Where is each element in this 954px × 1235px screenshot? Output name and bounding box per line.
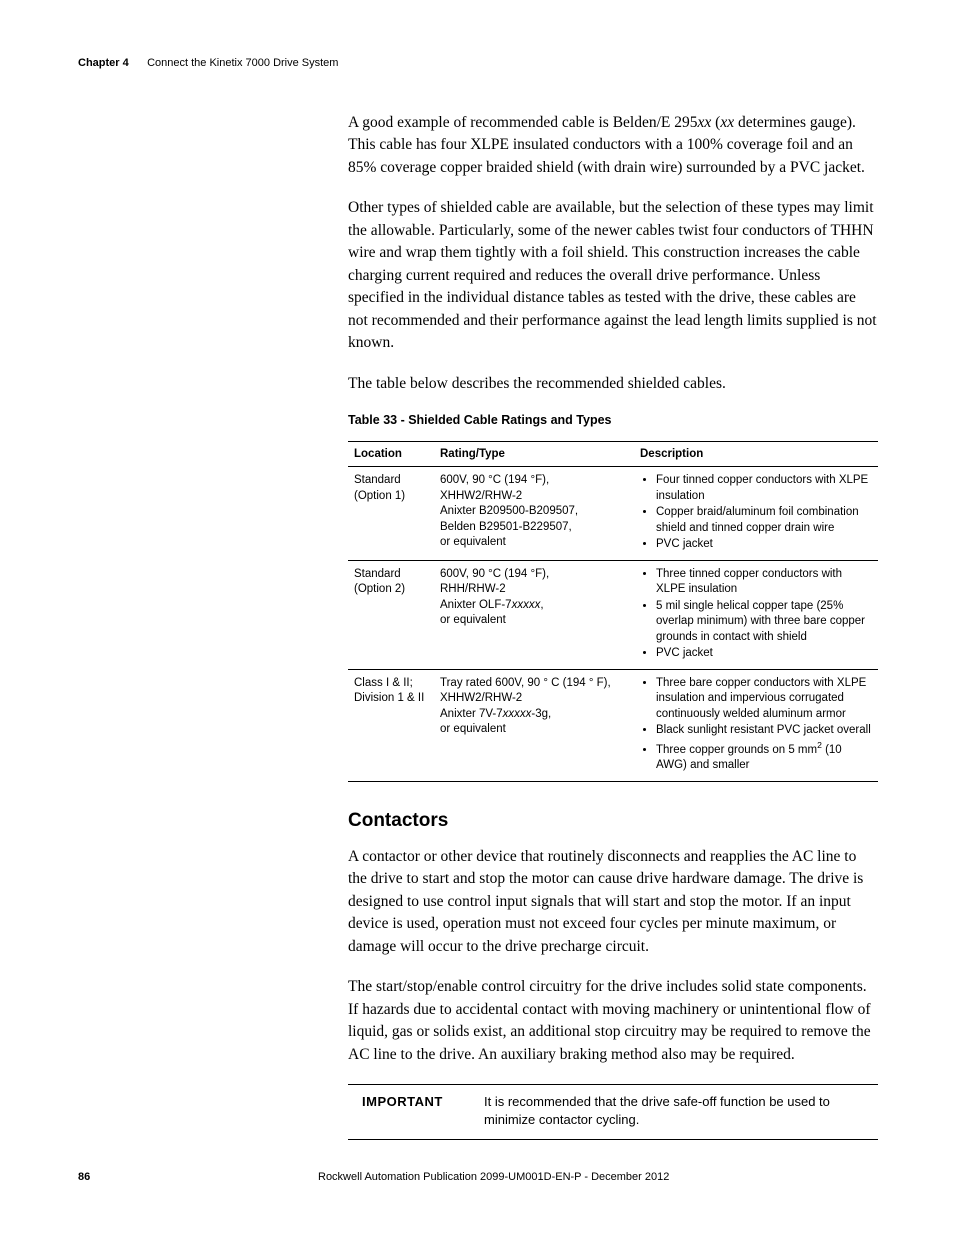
chapter-title: Connect the Kinetix 7000 Drive System bbox=[147, 57, 338, 69]
cable-table: Location Rating/Type Description Standar… bbox=[348, 441, 878, 782]
cell-description: Three tinned copper conductors with XLPE… bbox=[634, 560, 878, 669]
th-description: Description bbox=[634, 442, 878, 467]
cell-description: Four tinned copper conductors with XLPE … bbox=[634, 467, 878, 561]
table-row: Standard (Option 1) 600V, 90 °C (194 °F)… bbox=[348, 467, 878, 561]
table-header-row: Location Rating/Type Description bbox=[348, 442, 878, 467]
main-content: A good example of recommended cable is B… bbox=[348, 112, 878, 1140]
important-text: It is recommended that the drive safe-of… bbox=[478, 1084, 878, 1139]
table-row: Class I & II; Division 1 & II Tray rated… bbox=[348, 669, 878, 781]
table-caption: Table 33 - Shielded Cable Ratings and Ty… bbox=[348, 413, 878, 427]
chapter-label: Chapter 4 bbox=[78, 57, 129, 69]
cell-rating: 600V, 90 °C (194 °F), RHH/RHW-2 Anixter … bbox=[434, 560, 634, 669]
important-label: IMPORTANT bbox=[348, 1084, 478, 1139]
cell-location: Class I & II; Division 1 & II bbox=[348, 669, 434, 781]
page-footer: 86 Rockwell Automation Publication 2099-… bbox=[78, 1171, 878, 1183]
paragraph-2: Other types of shielded cable are availa… bbox=[348, 197, 878, 354]
cell-location: Standard (Option 1) bbox=[348, 467, 434, 561]
publication-info: Rockwell Automation Publication 2099-UM0… bbox=[318, 1171, 669, 1183]
important-callout: IMPORTANT It is recommended that the dri… bbox=[348, 1084, 878, 1140]
section-heading-contactors: Contactors bbox=[348, 810, 878, 832]
paragraph-5: The start/stop/enable control circuitry … bbox=[348, 976, 878, 1066]
page-number: 86 bbox=[78, 1171, 90, 1183]
th-rating: Rating/Type bbox=[434, 442, 634, 467]
cell-rating: 600V, 90 °C (194 °F), XHHW2/RHW-2 Anixte… bbox=[434, 467, 634, 561]
page-header: Chapter 4 Connect the Kinetix 7000 Drive… bbox=[78, 57, 338, 69]
cell-location: Standard (Option 2) bbox=[348, 560, 434, 669]
cell-rating: Tray rated 600V, 90 ° C (194 ° F), XHHW2… bbox=[434, 669, 634, 781]
table-row: Standard (Option 2) 600V, 90 °C (194 °F)… bbox=[348, 560, 878, 669]
paragraph-1: A good example of recommended cable is B… bbox=[348, 112, 878, 179]
th-location: Location bbox=[348, 442, 434, 467]
paragraph-3: The table below describes the recommende… bbox=[348, 373, 878, 395]
cell-description: Three bare copper conductors with XLPE i… bbox=[634, 669, 878, 781]
paragraph-4: A contactor or other device that routine… bbox=[348, 846, 878, 958]
